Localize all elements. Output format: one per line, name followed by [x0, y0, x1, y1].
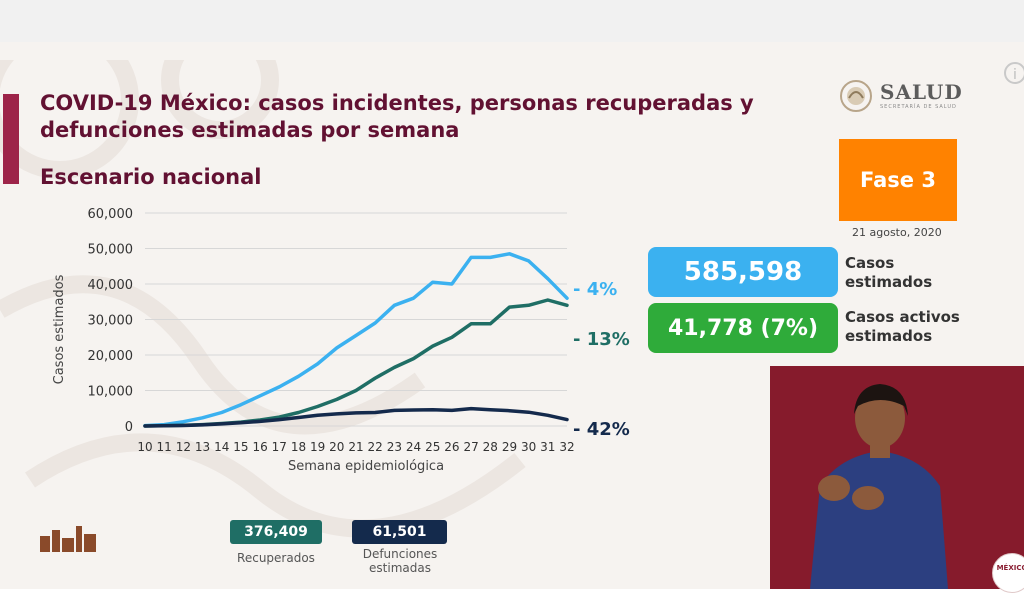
slide-title: COVID-19 México: casos incidentes, perso…	[40, 91, 754, 142]
x-tick-label: 16	[252, 440, 267, 454]
x-tick-label: 24	[406, 440, 421, 454]
x-tick-label: 28	[483, 440, 498, 454]
y-tick-label: 60,000	[88, 207, 134, 222]
recovered-label: Recuperados	[237, 551, 315, 565]
active-cases-label: Casos activos estimados	[845, 308, 995, 346]
active-cases-label-line2: estimados	[845, 327, 933, 345]
y-tick-label: 40,000	[88, 278, 134, 293]
x-tick-label: 13	[195, 440, 210, 454]
interpreter-figure	[770, 366, 1024, 589]
estimated-cases-label: Casos estimados	[845, 254, 995, 292]
series-end-label-1: - 4%	[573, 279, 617, 300]
estimated-cases-label-line2: estimados	[845, 273, 933, 291]
recovered-badge: 376,409	[230, 520, 322, 544]
salud-logo	[840, 80, 872, 112]
deaths-badge: 61,501	[352, 520, 447, 544]
x-tick-label: 10	[137, 440, 152, 454]
town-illustration-icon	[40, 526, 96, 552]
eagle-seal-icon	[840, 80, 872, 112]
phase-date: 21 agosto, 2020	[852, 226, 942, 239]
estimated-cases-label-line1: Casos	[845, 254, 895, 272]
y-tick-label: 30,000	[88, 314, 134, 329]
sign-language-interpreter-video	[770, 366, 1024, 589]
x-tick-label: 17	[272, 440, 287, 454]
series-line-3	[143, 406, 569, 428]
active-cases-value: 41,778 (7%)	[648, 303, 838, 353]
deaths-label-line2: estimadas	[369, 561, 431, 575]
active-cases-label-line1: Casos activos	[845, 308, 960, 326]
x-tick-label: 20	[329, 440, 344, 454]
x-tick-label: 21	[348, 440, 363, 454]
estimated-cases-value: 585,598	[648, 247, 838, 297]
info-icon[interactable]: i	[1004, 62, 1024, 84]
x-tick-label: 19	[310, 440, 325, 454]
y-tick-label: 50,000	[88, 243, 134, 258]
title-accent-bar	[3, 94, 19, 184]
browser-top-bar	[0, 0, 1024, 42]
x-tick-label: 32	[559, 440, 574, 454]
x-tick-label: 11	[157, 440, 172, 454]
x-tick-label: 15	[233, 440, 248, 454]
y-axis-label: Casos estimados	[52, 274, 67, 384]
x-tick-label: 31	[540, 440, 555, 454]
deaths-label: Defunciones estimadas	[352, 547, 448, 575]
x-tick-label: 27	[463, 440, 478, 454]
x-tick-label: 22	[368, 440, 383, 454]
mexico-government-logo: MÉXICO	[992, 553, 1024, 593]
series-line-1	[143, 252, 569, 428]
y-tick-label: 0	[125, 420, 133, 435]
x-tick-label: 30	[521, 440, 536, 454]
x-tick-label: 18	[291, 440, 306, 454]
x-tick-label: 12	[176, 440, 191, 454]
background-ornament	[0, 60, 526, 538]
x-tick-label: 29	[502, 440, 517, 454]
x-tick-label: 26	[444, 440, 459, 454]
weekly-cases-chart: 0 10,000 20,000 30,000 40,000 50,000 60,000 10 1…	[52, 207, 630, 474]
series-end-label-3: - 42%	[573, 419, 630, 440]
x-tick-label: 25	[425, 440, 440, 454]
y-tick-label: 10,000	[88, 385, 134, 400]
x-tick-label: 23	[387, 440, 402, 454]
x-axis-label: Semana epidemiológica	[288, 459, 444, 474]
y-tick-label: 20,000	[88, 349, 134, 364]
salud-logo-subtitle: SECRETARÍA DE SALUD	[880, 104, 957, 110]
x-tick-label: 14	[214, 440, 229, 454]
slide-subtitle: Escenario nacional	[40, 165, 262, 189]
series-line-2	[143, 298, 569, 428]
phase-badge: Fase 3	[839, 139, 957, 221]
deaths-label-line1: Defunciones	[362, 547, 438, 561]
series-end-label-2: - 13%	[573, 329, 630, 350]
salud-logo-text: SALUD	[880, 80, 963, 104]
